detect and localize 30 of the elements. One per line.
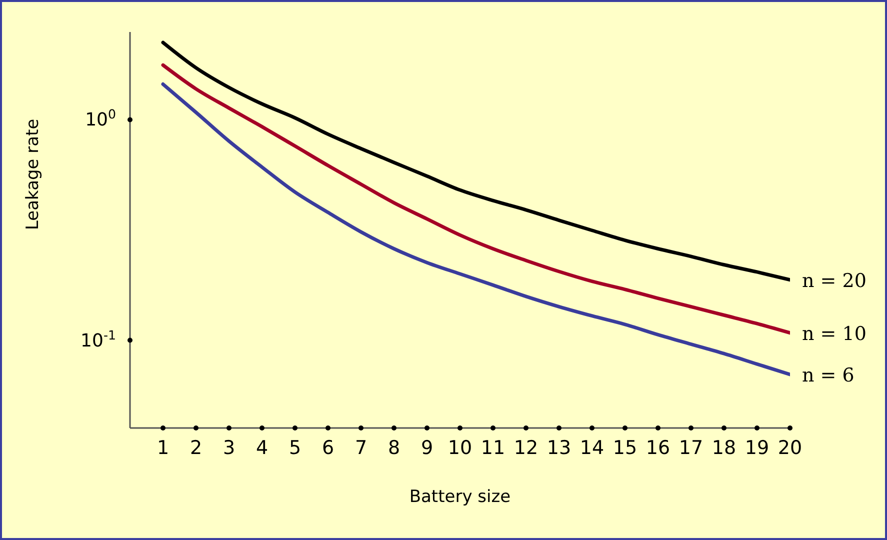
x-tick-label: 10 (448, 437, 472, 459)
line-series (161, 40, 790, 282)
y-tick-label: 10$^{-1}$ (80, 326, 116, 352)
x-tick-label: 16 (646, 437, 670, 459)
x-tick-label: 15 (612, 437, 638, 459)
x-tick-label: 3 (222, 437, 236, 459)
x-tick-label: 11 (480, 437, 506, 459)
x-tick-label: 4 (256, 437, 268, 459)
x-tick-label: 8 (388, 437, 400, 459)
line-series (161, 82, 790, 376)
x-tick-label: 5 (288, 437, 302, 459)
x-tick-label: 20 (778, 437, 802, 459)
x-tick-label: 6 (322, 437, 334, 459)
x-tick-label: 9 (420, 437, 434, 459)
line-series (161, 63, 790, 335)
y-axis-title: Leakage rate (23, 118, 44, 230)
series-label: n = 6 (802, 364, 854, 386)
x-tick-label: 1 (156, 437, 170, 459)
x-tick-label: 19 (744, 437, 770, 459)
x-tick-label: 2 (190, 437, 202, 459)
y-tick-label: 10$^{0}$ (85, 106, 116, 131)
series-label: n = 20 (802, 270, 866, 292)
x-tick-label: 18 (712, 437, 736, 459)
x-tick-label: 14 (580, 437, 604, 459)
series-label: n = 10 (802, 322, 866, 345)
x-tick-label: 7 (354, 437, 368, 459)
x-tick-label: 17 (678, 437, 704, 459)
x-axis-title: Battery size (409, 487, 511, 507)
x-tick-label: 12 (514, 437, 538, 459)
x-tick-label: 13 (546, 437, 572, 459)
